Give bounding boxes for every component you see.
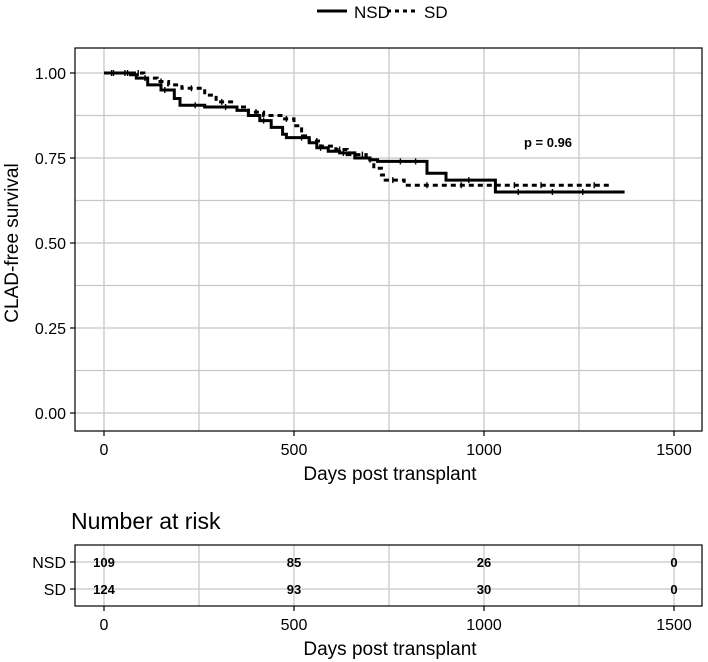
risk-count: 124 (93, 582, 115, 597)
risk-x-axis-label: Days post transplant (303, 639, 477, 660)
risk-count: 109 (93, 555, 115, 570)
risk-grid (75, 545, 702, 606)
risk-count: 0 (670, 582, 677, 597)
y-tick-label: 0.75 (35, 151, 66, 168)
x-tick-label: 0 (100, 442, 109, 459)
y-tick-label: 0.00 (35, 406, 66, 423)
x-axis-label: Days post transplant (303, 464, 477, 485)
risk-row-label: NSD (32, 555, 66, 572)
risk-border (74, 544, 703, 607)
survival-curves (104, 70, 625, 195)
plot-border (74, 47, 703, 432)
risk-x-tick-label: 0 (100, 617, 109, 634)
survival-curve-nsd (104, 71, 625, 194)
x-axis: 0 500 1000 1500 (100, 431, 692, 459)
p-value-annotation: p = 0.96 (524, 135, 572, 150)
y-tick-label: 1.00 (35, 66, 66, 83)
x-tick-label: 500 (281, 442, 308, 459)
y-tick-label: 0.50 (35, 236, 66, 253)
risk-table: Number at risk NSD 109 85 26 0 SD 124 93 30 0 0 50… (32, 508, 703, 660)
survival-curve-sd (104, 71, 612, 187)
risk-table-title: Number at risk (71, 508, 221, 534)
risk-count: 93 (287, 582, 301, 597)
risk-count: 0 (670, 555, 677, 570)
risk-rows: NSD 109 85 26 0 SD 124 93 30 0 (32, 555, 677, 599)
x-tick-label: 1000 (466, 442, 502, 459)
y-axis: 0.00 0.25 0.50 0.75 1.00 (35, 66, 75, 423)
risk-row-label: SD (44, 582, 66, 599)
legend-sd-label: SD (424, 3, 448, 22)
risk-count: 30 (477, 582, 491, 597)
legend: NSD SD (317, 3, 448, 22)
km-plot: 0.00 0.25 0.50 0.75 1.00 0 500 1000 1500 p = 0.… (2, 47, 703, 485)
y-tick-label: 0.25 (35, 321, 66, 338)
risk-x-tick-label: 500 (281, 617, 308, 634)
y-axis-label: CLAD-free survival (2, 163, 23, 322)
risk-x-axis: 0 500 1000 1500 (100, 606, 692, 634)
risk-x-tick-label: 1000 (466, 617, 502, 634)
risk-count: 26 (477, 555, 491, 570)
risk-x-tick-label: 1500 (656, 617, 692, 634)
x-tick-label: 1500 (656, 442, 692, 459)
main-grid (75, 48, 702, 431)
risk-count: 85 (287, 555, 301, 570)
legend-nsd-label: NSD (354, 3, 390, 22)
